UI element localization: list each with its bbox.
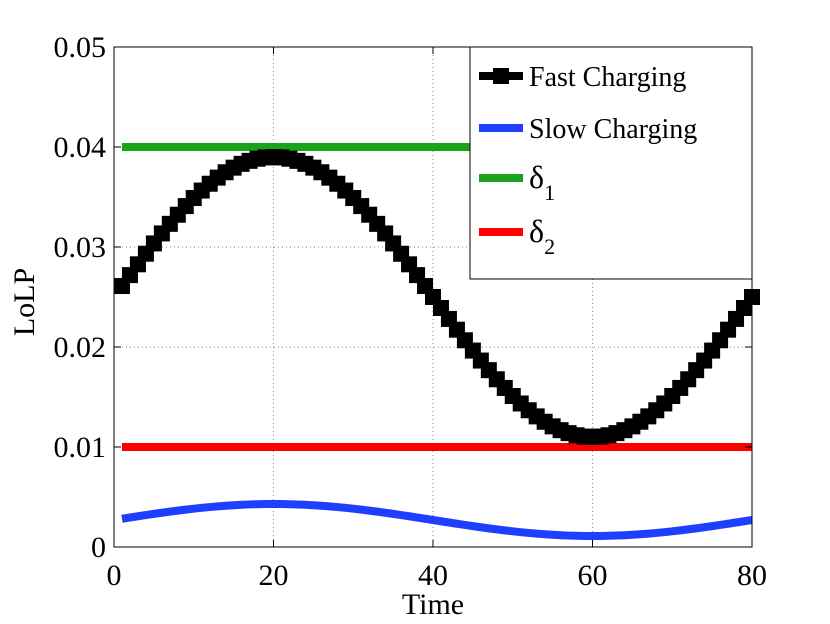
legend-entry: Fast Charging — [479, 62, 686, 93]
y-tick-label: 0.01 — [54, 431, 107, 464]
y-axis-title: LoLP — [8, 268, 41, 336]
legend-label: Fast Charging — [529, 62, 686, 93]
series-slow-charging — [121, 500, 753, 540]
y-tick-label: 0 — [91, 531, 106, 564]
x-tick-label: 60 — [578, 559, 608, 592]
axis-ticks: 0 20 40 60 80 0 0.01 0.02 0.03 0.04 0.05 — [54, 31, 768, 592]
legend-subscript: 1 — [544, 180, 555, 205]
series-line — [121, 500, 753, 540]
x-tick-label: 80 — [737, 559, 767, 592]
legend-subscript: 2 — [544, 234, 555, 259]
y-tick-label: 0.05 — [54, 31, 107, 64]
y-tick-label: 0.03 — [54, 231, 107, 264]
series-fast-charging — [113, 149, 760, 445]
x-axis-title: Time — [402, 588, 464, 621]
legend-box — [469, 46, 753, 280]
legend-entry: Slow Charging — [479, 114, 697, 145]
y-tick-label: 0.04 — [54, 131, 107, 164]
x-tick-label: 40 — [418, 559, 448, 592]
x-tick-label: 20 — [259, 559, 289, 592]
grid-lines — [114, 47, 752, 547]
y-tick-label: 0.02 — [54, 331, 107, 364]
legend-label: Slow Charging — [529, 114, 697, 145]
legend-marker — [493, 68, 509, 84]
x-tick-label: 0 — [107, 559, 122, 592]
series-layer — [113, 143, 760, 540]
